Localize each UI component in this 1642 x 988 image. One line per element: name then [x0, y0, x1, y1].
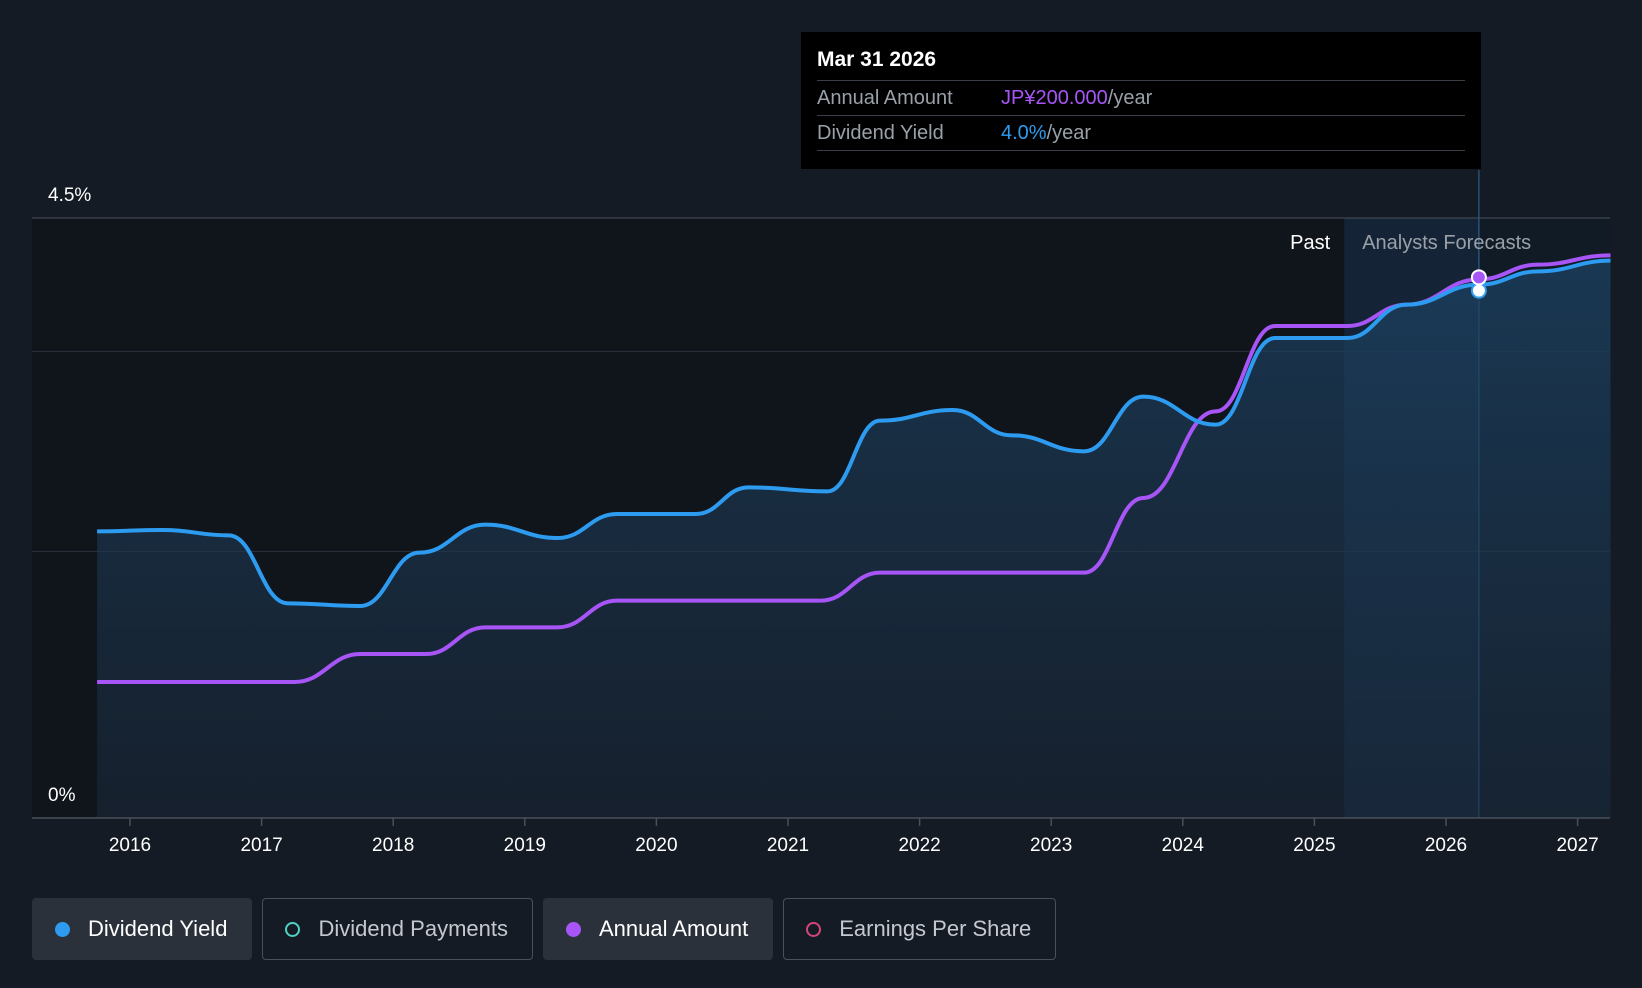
- x-tick-label: 2027: [1556, 835, 1598, 856]
- hollow-dot-icon: [806, 921, 822, 937]
- legend-dividend-payments[interactable]: Dividend Payments: [262, 898, 533, 960]
- legend-label: Dividend Yield: [88, 916, 228, 941]
- y-tick-label: 0%: [48, 785, 76, 806]
- tooltip-unit: /year: [1107, 87, 1153, 109]
- filled-dot-icon: [565, 921, 581, 937]
- x-tick-label: 2022: [898, 835, 940, 856]
- past-label: Past: [1290, 232, 1330, 254]
- x-tick-label: 2020: [635, 835, 677, 856]
- x-tick-label: 2023: [1030, 835, 1072, 856]
- annual-amount-marker: [1470, 269, 1487, 286]
- x-tick-label: 2016: [109, 835, 151, 856]
- legend-label: Earnings Per Share: [839, 916, 1032, 941]
- x-tick-label: 2024: [1162, 835, 1205, 856]
- tooltip-row-annual-amount: Annual Amount JP¥200.000 /year: [817, 80, 1465, 115]
- tooltip-key: Annual Amount: [817, 87, 953, 109]
- x-tick-label: 2017: [240, 835, 282, 856]
- tooltip: Mar 31 2026 Annual Amount JP¥200.000 /ye…: [801, 32, 1481, 169]
- x-tick-label: 2026: [1425, 835, 1467, 856]
- x-tick-label: 2018: [372, 835, 414, 856]
- x-tick-label: 2025: [1293, 835, 1335, 856]
- tooltip-value: JP¥200.000: [1001, 87, 1108, 109]
- tooltip-date: Mar 31 2026: [817, 48, 937, 71]
- legend-dividend-yield[interactable]: Dividend Yield: [32, 898, 253, 960]
- x-tick-label: 2019: [504, 835, 546, 856]
- y-tick-label: 4.5%: [48, 185, 91, 206]
- tooltip-value: 4.0%: [1001, 122, 1047, 144]
- legend: Dividend Yield Dividend Payments Annual …: [32, 898, 1057, 960]
- dividend-yield-area: [97, 260, 1611, 819]
- tooltip-row-dividend-yield: Dividend Yield 4.0% /year: [817, 115, 1465, 151]
- dividend-yield-line: [97, 258, 1611, 608]
- filled-dot-icon: [55, 921, 70, 937]
- tooltip-key: Dividend Yield: [817, 122, 944, 144]
- legend-label: Annual Amount: [598, 916, 749, 941]
- hollow-dot-icon: [285, 921, 301, 937]
- x-tick-label: 2021: [767, 835, 809, 856]
- dividend-yield-marker: [1470, 282, 1487, 299]
- legend-annual-amount[interactable]: Annual Amount: [542, 898, 774, 960]
- legend-earnings-per-share[interactable]: Earnings Per Share: [783, 898, 1057, 960]
- tooltip-unit: /year: [1046, 122, 1092, 144]
- forecast-label: Analysts Forecasts: [1362, 232, 1531, 254]
- legend-label: Dividend Payments: [318, 916, 508, 941]
